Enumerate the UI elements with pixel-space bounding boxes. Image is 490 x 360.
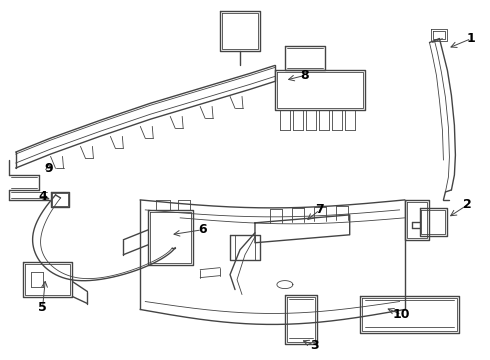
Polygon shape bbox=[50, 192, 69, 207]
Text: 6: 6 bbox=[198, 223, 206, 236]
Text: 7: 7 bbox=[316, 203, 324, 216]
Polygon shape bbox=[432, 28, 447, 41]
Polygon shape bbox=[360, 296, 460, 333]
Text: 8: 8 bbox=[300, 69, 309, 82]
Text: 3: 3 bbox=[311, 339, 319, 352]
Polygon shape bbox=[285, 45, 325, 71]
Text: 10: 10 bbox=[393, 308, 410, 321]
Text: 5: 5 bbox=[38, 301, 47, 314]
Polygon shape bbox=[405, 200, 429, 240]
Polygon shape bbox=[419, 208, 447, 236]
Text: 1: 1 bbox=[467, 32, 476, 45]
Polygon shape bbox=[23, 262, 73, 297]
Text: 9: 9 bbox=[44, 162, 53, 175]
Polygon shape bbox=[275, 71, 365, 110]
Polygon shape bbox=[285, 294, 317, 345]
Text: 2: 2 bbox=[463, 198, 472, 211]
Polygon shape bbox=[220, 11, 260, 50]
Text: 4: 4 bbox=[38, 190, 47, 203]
Polygon shape bbox=[255, 215, 350, 243]
Polygon shape bbox=[148, 210, 193, 265]
